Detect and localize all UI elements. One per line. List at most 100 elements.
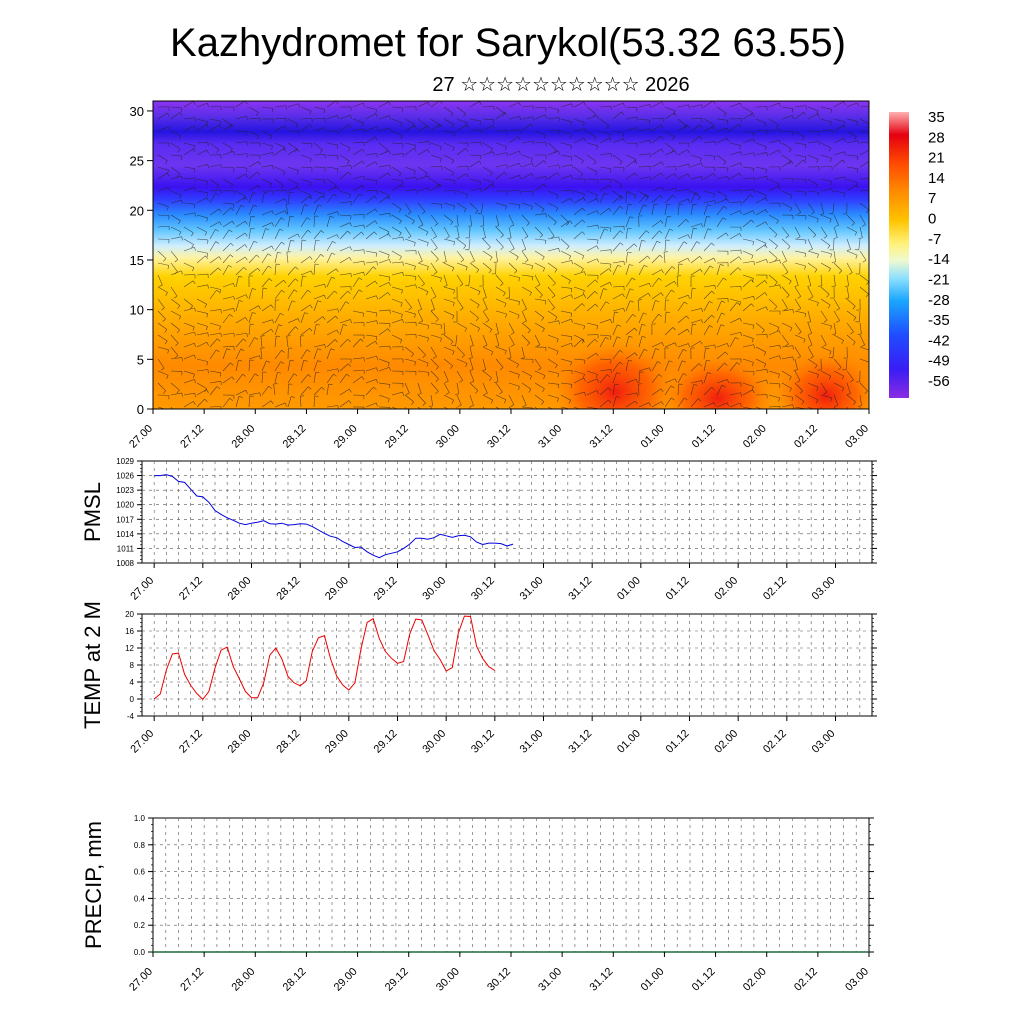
- wind-barb: [417, 101, 429, 108]
- wind-barb: [586, 339, 595, 348]
- wind-barb: [248, 204, 254, 216]
- wind-barb-flag: [229, 398, 233, 401]
- wind-barb-flag: [556, 172, 560, 176]
- wind-barb-flag: [259, 355, 261, 360]
- wind-barb-flag: [545, 176, 547, 181]
- wind-barb-flag: [254, 337, 259, 340]
- wind-barb: [300, 195, 310, 204]
- wind-barb-flag: [348, 194, 351, 199]
- wind-barb: [677, 349, 684, 360]
- wind-barb: [677, 264, 680, 276]
- wind-barb-flag: [707, 228, 712, 231]
- wind-barb: [768, 322, 780, 328]
- wind-barb: [157, 172, 168, 180]
- wind-barb: [677, 149, 688, 156]
- wind-barb-flag: [220, 381, 222, 386]
- wind-barb: [586, 378, 598, 384]
- wind-barb-flag: [593, 161, 597, 165]
- wind-barb-flag: [510, 332, 515, 335]
- heatmap-x-tick-label: 01.12: [690, 423, 718, 451]
- wind-barb: [339, 114, 351, 120]
- wind-barb-flag: [522, 308, 527, 311]
- wind-barb: [573, 190, 585, 195]
- wind-barb: [521, 298, 527, 310]
- wind-barb: [521, 140, 533, 144]
- wind-barb: [274, 264, 277, 276]
- wind-barb-flag: [361, 160, 365, 165]
- wind-barb: [222, 265, 229, 276]
- wind-barb-flag: [452, 267, 455, 272]
- temp-y-tick-label: 12: [125, 644, 134, 653]
- wind-barb: [560, 382, 572, 385]
- wind-barb-flag: [604, 228, 608, 231]
- wind-barb-flag: [799, 390, 803, 394]
- wind-barb: [183, 307, 195, 312]
- wind-barb: [846, 166, 858, 170]
- wind-barb-flag: [832, 333, 836, 335]
- wind-barb: [404, 394, 414, 402]
- wind-barb-flag: [510, 404, 514, 407]
- wind-barb-flag: [174, 259, 179, 263]
- wind-barb: [534, 130, 546, 136]
- wind-barb-flag: [415, 189, 417, 194]
- wind-barb-flag: [349, 222, 352, 227]
- wind-barb-flag: [374, 136, 378, 141]
- wind-barb-flag: [298, 103, 300, 108]
- wind-barb-flag: [504, 399, 507, 404]
- wind-barb: [586, 406, 598, 409]
- wind-barb: [456, 190, 468, 195]
- wind-barb: [599, 118, 610, 126]
- wind-barb: [807, 154, 819, 160]
- wind-barb: [248, 192, 253, 204]
- wind-barb: [469, 202, 479, 211]
- wind-barb: [534, 262, 545, 269]
- wind-barb-flag: [856, 121, 859, 126]
- wind-barb-flag: [435, 258, 439, 262]
- wind-barb-flag: [796, 236, 801, 239]
- wind-barb: [625, 106, 637, 109]
- wind-barb: [209, 124, 220, 132]
- wind-barb: [196, 332, 208, 336]
- wind-barb: [638, 194, 647, 204]
- wind-barb: [404, 262, 416, 267]
- colorbar-label: -49: [928, 353, 950, 370]
- wind-barb: [612, 307, 624, 312]
- wind-barb-flag: [258, 305, 261, 310]
- wind-barb: [430, 394, 434, 406]
- wind-barb: [651, 342, 663, 348]
- wind-barb-flag: [362, 313, 365, 318]
- wind-barb: [404, 202, 412, 213]
- wind-barb: [326, 315, 336, 324]
- wind-barb: [664, 312, 667, 324]
- wind-barb: [833, 274, 836, 286]
- wind-barb-flag: [348, 363, 352, 367]
- wind-barb: [547, 247, 559, 252]
- wind-barb: [690, 288, 693, 300]
- wind-barb: [157, 225, 169, 228]
- wind-barb-flag: [774, 234, 778, 238]
- wind-barb-flag: [739, 210, 742, 215]
- wind-barb: [833, 118, 845, 123]
- wind-barb-flag: [622, 293, 625, 298]
- wind-barb-flag: [435, 390, 439, 394]
- wind-barb: [222, 229, 230, 240]
- wind-barb: [417, 370, 429, 373]
- wind-barb: [612, 384, 615, 396]
- wind-barb-flag: [177, 148, 181, 153]
- wind-barb-flag: [463, 113, 466, 117]
- wind-barb: [391, 236, 403, 240]
- wind-barb-flag: [785, 235, 790, 239]
- wind-barb-flag: [797, 356, 801, 359]
- wind-barb: [443, 274, 448, 286]
- wind-barb: [560, 189, 572, 192]
- wind-barb-flag: [596, 378, 599, 383]
- wind-barb: [235, 166, 247, 169]
- wind-barb-flag: [527, 329, 531, 334]
- wind-barb: [807, 334, 813, 346]
- wind-barb-flag: [309, 328, 313, 332]
- wind-barb: [508, 174, 520, 180]
- wind-barb-flag: [193, 168, 196, 173]
- wind-barb: [781, 160, 792, 168]
- wind-barb-flag: [752, 389, 755, 394]
- wind-barb-flag: [228, 229, 233, 233]
